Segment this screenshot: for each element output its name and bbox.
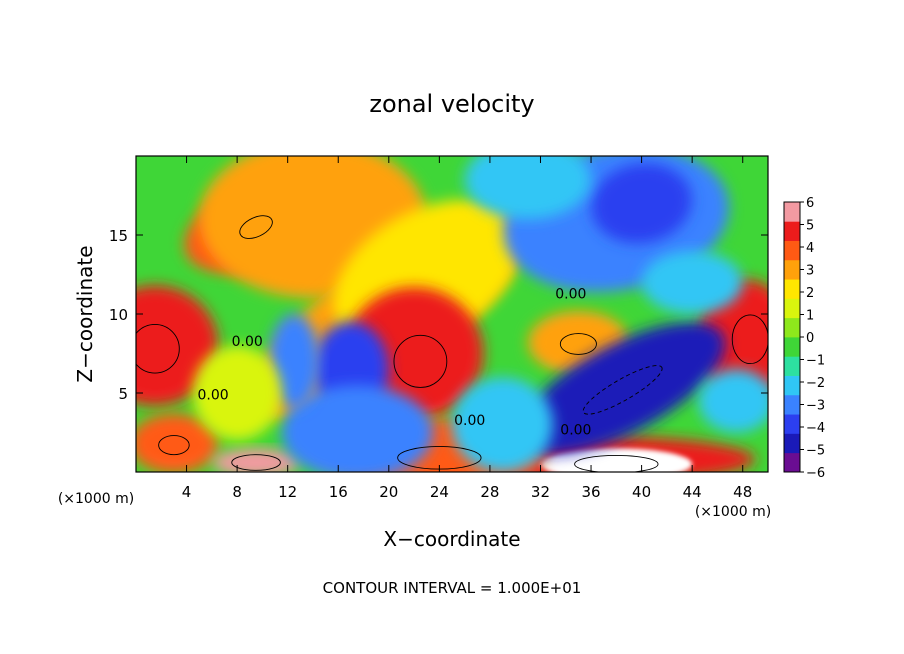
x-tick-label-28: 28 xyxy=(480,483,499,501)
field-blob-25 xyxy=(591,163,692,244)
colorbar-swatch-2 xyxy=(784,433,800,454)
x-tick-label-40: 40 xyxy=(632,483,651,501)
colorbar-swatch-10 xyxy=(784,279,800,299)
y-tick-label-5: 5 xyxy=(118,385,128,403)
x-axis-label: X−coordinate xyxy=(383,527,520,551)
colorbar-swatch-13 xyxy=(784,221,800,241)
colorbar-label-2: 5 xyxy=(806,219,814,234)
field-blob-32 xyxy=(641,250,743,314)
contour-label-2: 0.00 xyxy=(198,388,229,404)
x-tick-label-48: 48 xyxy=(733,483,752,501)
colorbar-swatch-1 xyxy=(784,452,800,473)
x-axis: 4 8 12 16 20 24 28 32 36 40 44 48 xyxy=(182,156,752,501)
contour-line-15 xyxy=(574,454,659,472)
y-tick-label-15: 15 xyxy=(109,227,128,245)
field-blob-15 xyxy=(540,448,693,472)
y-axis-label: Z−coordinate xyxy=(73,245,97,382)
contour-line-1 xyxy=(239,215,273,239)
field-blob-19 xyxy=(136,413,219,472)
colorbar-swatch-14 xyxy=(784,202,800,222)
contour-line-22 xyxy=(582,365,663,415)
colorbar-swatch-8 xyxy=(784,317,800,338)
velocity-field xyxy=(136,156,768,472)
x-tick-label-8: 8 xyxy=(232,483,242,501)
contour-line-12 xyxy=(559,333,597,355)
colorbar-label-1: 6 xyxy=(806,196,814,211)
x-tick-label-12: 12 xyxy=(278,483,297,501)
y-tick-label-10: 10 xyxy=(109,306,128,324)
colorbar-label-13: −6 xyxy=(806,466,825,481)
colorbar-swatch-3 xyxy=(784,414,800,434)
colorbar-label-5: 2 xyxy=(806,286,814,301)
field-blob-26 xyxy=(464,156,592,220)
field-blob-30 xyxy=(268,314,320,409)
colorbar-label-10: −3 xyxy=(806,399,825,414)
x-tick-label-4: 4 xyxy=(182,483,192,501)
colorbar-swatch-7 xyxy=(784,337,800,357)
x-tick-label-24: 24 xyxy=(430,483,449,501)
colorbar-swatch-9 xyxy=(784,298,800,319)
x-unit-left: (×1000 m) xyxy=(58,491,134,507)
colorbar-swatch-12 xyxy=(784,240,800,261)
colorbar-swatch-11 xyxy=(784,259,800,280)
y-axis: 5 10 15 xyxy=(109,227,768,403)
colorbar-label-12: −5 xyxy=(806,444,825,459)
field-blob-33 xyxy=(698,369,768,433)
contour-label-4: 0.00 xyxy=(560,422,591,438)
colorbar-label-4: 3 xyxy=(806,264,814,279)
field-blob-28 xyxy=(281,385,434,472)
contour-line-10 xyxy=(731,314,768,365)
contour-line-18 xyxy=(158,435,190,456)
x-tick-label-44: 44 xyxy=(683,483,702,501)
field-blob-31 xyxy=(192,345,282,441)
colorbar-swatch-4 xyxy=(784,394,800,415)
contour-label-1: 0.00 xyxy=(232,334,263,350)
colorbar-label-3: 4 xyxy=(806,241,814,256)
x-tick-label-20: 20 xyxy=(379,483,398,501)
contour-interval-footer: CONTOUR INTERVAL = 1.000E+01 xyxy=(323,579,582,597)
contour-line-6 xyxy=(393,334,448,388)
contour-line-8 xyxy=(136,323,180,374)
chart-title: zonal velocity xyxy=(369,90,534,118)
colorbar-label-9: −2 xyxy=(806,376,825,391)
x-unit-right: (×1000 m) xyxy=(695,504,771,520)
colorbar: 6 5 4 3 2 1 0 −1 −2 −3 −4 −5 −6 xyxy=(783,196,825,481)
contour-line-20 xyxy=(231,454,281,471)
colorbar-swatch-5 xyxy=(784,375,800,396)
x-tick-label-32: 32 xyxy=(531,483,550,501)
colorbar-label-8: −1 xyxy=(806,354,825,369)
contour-label-5: 0.00 xyxy=(555,286,586,302)
x-tick-label-36: 36 xyxy=(581,483,600,501)
field-blob-23 xyxy=(520,322,726,455)
colorbar-label-6: 1 xyxy=(806,309,814,324)
contour-labels: 0.00 0.00 0.00 0.00 0.00 xyxy=(198,286,592,438)
field-blob-29 xyxy=(452,377,554,472)
colorbar-label-11: −4 xyxy=(806,421,825,436)
x-tick-label-16: 16 xyxy=(329,483,348,501)
colorbar-label-7: 0 xyxy=(806,331,814,346)
contour-label-3: 0.00 xyxy=(454,413,485,429)
colorbar-swatch-6 xyxy=(784,356,800,376)
plot-area xyxy=(136,156,768,472)
